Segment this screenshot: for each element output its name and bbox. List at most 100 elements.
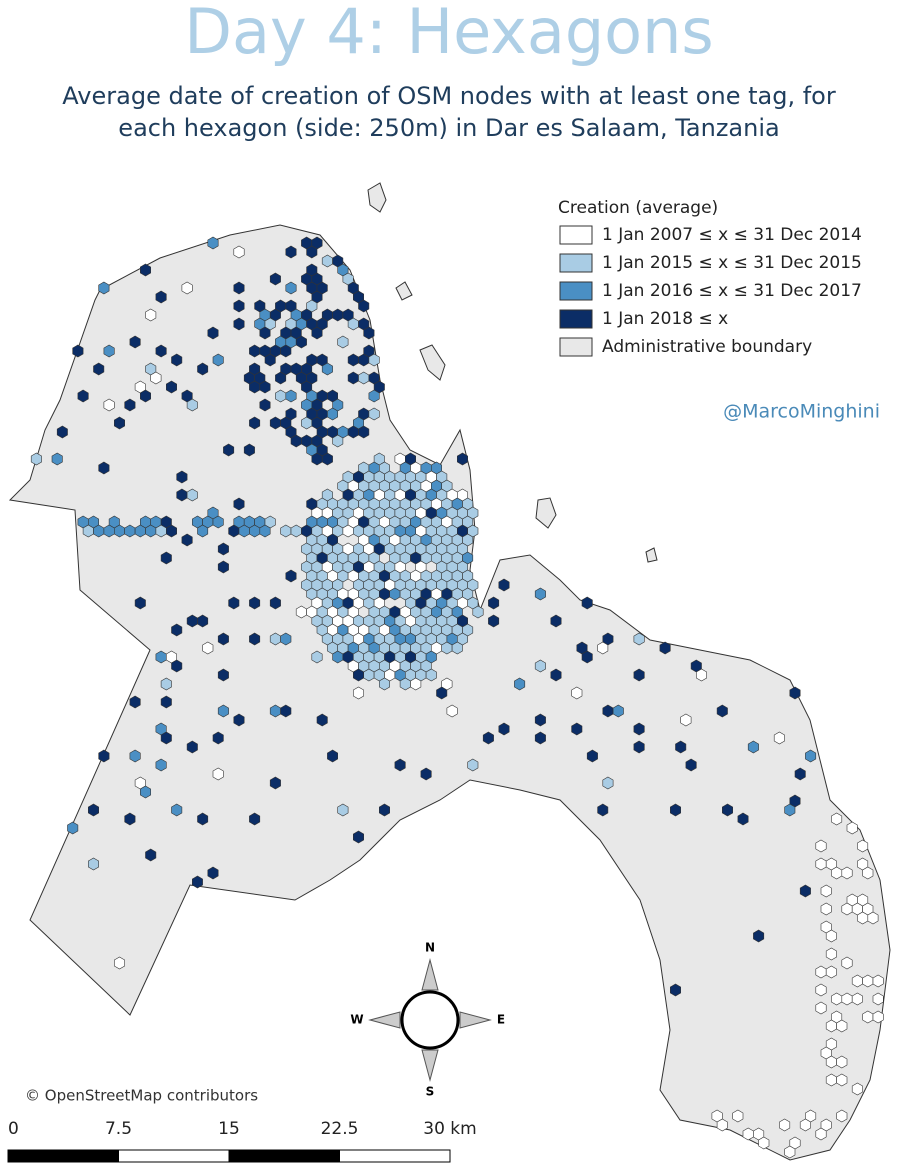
hexagon xyxy=(534,731,546,745)
hexagon xyxy=(472,605,484,619)
hexagon xyxy=(77,389,89,403)
hexagon xyxy=(352,668,365,682)
hexagon xyxy=(857,839,869,853)
hexagon xyxy=(155,524,167,538)
hexagon xyxy=(851,1082,863,1096)
hexagon xyxy=(597,641,609,655)
hexagon xyxy=(410,677,422,691)
hexagon xyxy=(30,452,42,466)
hexagon xyxy=(831,992,843,1006)
scale-segment xyxy=(339,1149,451,1163)
hexagon xyxy=(815,839,827,853)
hexagon xyxy=(498,578,510,592)
hexagon xyxy=(197,812,209,826)
island xyxy=(645,547,658,563)
scale-segment xyxy=(228,1149,340,1163)
legend-swatch xyxy=(559,225,593,245)
hexagon xyxy=(114,416,125,430)
hexagon xyxy=(820,902,832,916)
legend-label: 1 Jan 2016 ≤ x ≤ 31 Dec 2017 xyxy=(602,281,862,301)
hexagon xyxy=(327,407,339,421)
hexagon xyxy=(436,686,448,700)
hexagon xyxy=(441,641,453,655)
hexagon xyxy=(192,875,203,889)
hexagon xyxy=(98,461,110,475)
hexagon xyxy=(498,722,510,736)
hexagon xyxy=(259,524,271,538)
hexagon xyxy=(134,524,146,538)
hexagon xyxy=(716,1118,728,1132)
hexagon xyxy=(233,245,245,259)
hexagon xyxy=(181,533,193,547)
hexagon xyxy=(633,722,645,736)
hexagon xyxy=(249,596,261,610)
hexagon xyxy=(352,830,365,844)
hexagon xyxy=(51,452,63,466)
hexagon xyxy=(378,803,391,817)
hexagon xyxy=(872,1010,884,1024)
hexagon xyxy=(155,290,167,304)
hexagon xyxy=(815,1001,827,1015)
hexagon xyxy=(732,1109,744,1123)
hexagon xyxy=(851,974,863,988)
hexagon xyxy=(129,749,141,763)
hexagon xyxy=(176,488,188,502)
hexagon xyxy=(166,524,177,538)
hexagon xyxy=(93,362,105,376)
hexagon xyxy=(249,524,261,538)
hexagon xyxy=(217,560,229,574)
title: Day 4: Hexagons xyxy=(184,0,713,68)
scale-label: 30 km xyxy=(423,1119,476,1139)
hexagon xyxy=(72,344,84,358)
hexagon xyxy=(233,713,245,727)
hexagon xyxy=(145,524,157,538)
compass-ring xyxy=(400,990,460,1050)
hexagon xyxy=(155,758,167,772)
hexagon xyxy=(836,1109,848,1123)
hexagon xyxy=(332,308,344,322)
hexagon xyxy=(124,812,136,826)
compass-e: E xyxy=(497,1013,505,1027)
hexagon xyxy=(347,353,359,367)
hexagon xyxy=(669,803,682,817)
hexagon xyxy=(88,803,99,817)
hexagon xyxy=(311,452,323,466)
hexagon xyxy=(243,443,255,457)
hexagon xyxy=(721,803,734,817)
hexagon xyxy=(306,245,318,259)
hexagon xyxy=(207,326,219,340)
hexagon xyxy=(669,983,682,997)
hexagon xyxy=(368,389,380,403)
hexagon xyxy=(753,929,765,943)
hexagon xyxy=(249,344,261,358)
hexagon xyxy=(269,632,281,646)
hexagon xyxy=(659,641,671,655)
hexagon xyxy=(363,326,375,340)
hexagon xyxy=(675,740,687,754)
hexagon xyxy=(186,488,198,502)
hexagon xyxy=(597,803,609,817)
hexagon xyxy=(269,416,281,430)
hexagon xyxy=(794,767,806,781)
subtitle: Average date of creation of OSM nodes wi… xyxy=(62,82,836,110)
hexagon xyxy=(124,398,136,412)
hexagon xyxy=(571,686,583,700)
hexagon xyxy=(862,1010,874,1024)
hexagon xyxy=(280,524,292,538)
hexagon xyxy=(290,524,302,538)
hexagon xyxy=(488,596,500,610)
hexagon xyxy=(269,596,281,610)
hexagon xyxy=(368,407,380,421)
hexagon xyxy=(150,371,162,385)
hexagon xyxy=(378,677,391,691)
hexagon xyxy=(223,443,235,457)
hexagon xyxy=(311,326,323,340)
hexagon xyxy=(321,452,333,466)
hexagon xyxy=(98,749,110,763)
hexagon xyxy=(228,596,240,610)
hexagon xyxy=(176,470,188,484)
hexagon xyxy=(347,425,359,439)
hexagon xyxy=(758,1136,770,1150)
hexagon xyxy=(88,857,99,871)
hexagon xyxy=(831,812,843,826)
